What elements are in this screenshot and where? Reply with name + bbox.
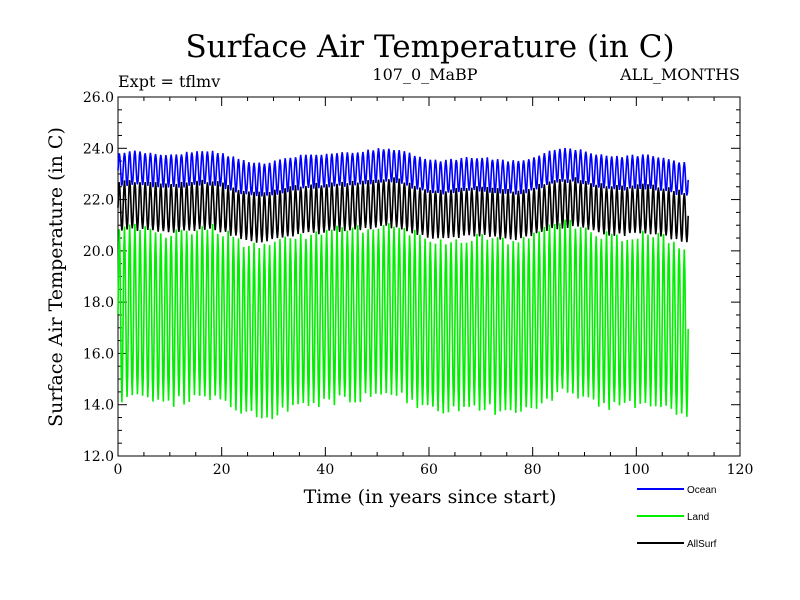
y-tick-label: 12.0 xyxy=(83,449,114,465)
y-tick-label: 22.0 xyxy=(83,193,114,209)
chart-title: Surface Air Temperature (in C) xyxy=(185,29,674,65)
expt-label: Expt = tflmv xyxy=(118,72,220,91)
experiment-age-label: 107_0_MaBP xyxy=(372,65,477,84)
y-tick-label: 20.0 xyxy=(83,244,114,260)
x-tick-label: 120 xyxy=(727,462,754,478)
legend: Ocean Land AllSurf xyxy=(637,485,717,550)
x-tick-label: 40 xyxy=(316,462,334,478)
x-tick-label: 20 xyxy=(213,462,231,478)
series-line-land xyxy=(117,219,689,420)
axis-ticks: 0 20 40 60 80 100 120 12.0 14.0 16.0 18.0 20.0 22.0 2… xyxy=(83,90,754,478)
x-tick-label: 0 xyxy=(114,462,123,478)
y-tick-label: 18.0 xyxy=(83,295,114,311)
legend-label-ocean: Ocean xyxy=(687,485,716,496)
series-line-ocean xyxy=(117,147,689,197)
y-tick-label: 26.0 xyxy=(83,90,114,106)
series-line-allsurf xyxy=(117,177,689,243)
y-axis-label: Surface Air Temperature (in C) xyxy=(45,127,67,427)
y-tick-label: 14.0 xyxy=(83,398,114,414)
x-axis-label: Time (in years since start) xyxy=(304,486,557,508)
x-tick-label: 100 xyxy=(623,462,650,478)
months-label: ALL_MONTHS xyxy=(619,65,740,84)
legend-label-land: Land xyxy=(687,512,709,523)
y-tick-label: 24.0 xyxy=(83,141,114,157)
x-tick-label: 60 xyxy=(420,462,438,478)
x-tick-label: 80 xyxy=(524,462,542,478)
y-tick-label: 16.0 xyxy=(83,346,114,362)
legend-label-allsurf: AllSurf xyxy=(687,539,717,550)
series-group xyxy=(117,147,689,420)
